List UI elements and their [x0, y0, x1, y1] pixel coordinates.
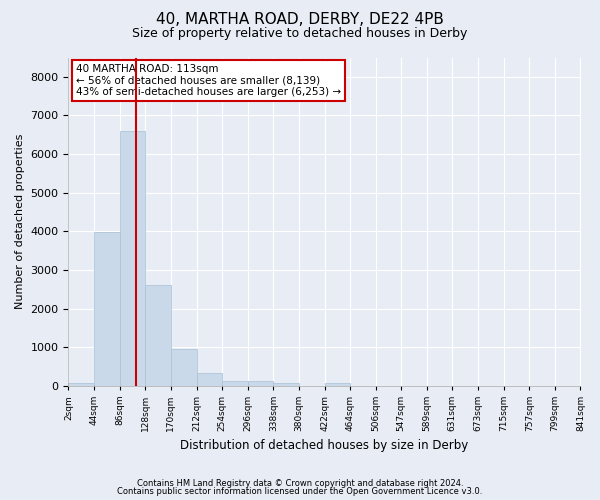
X-axis label: Distribution of detached houses by size in Derby: Distribution of detached houses by size … [181, 440, 469, 452]
Text: Size of property relative to detached houses in Derby: Size of property relative to detached ho… [133, 28, 467, 40]
Text: 40, MARTHA ROAD, DERBY, DE22 4PB: 40, MARTHA ROAD, DERBY, DE22 4PB [156, 12, 444, 28]
Bar [94, 232, 119, 386]
Bar [119, 131, 145, 386]
Bar [222, 380, 248, 386]
Bar [197, 374, 222, 386]
Bar [325, 383, 350, 386]
Y-axis label: Number of detached properties: Number of detached properties [15, 134, 25, 310]
Text: 40 MARTHA ROAD: 113sqm
← 56% of detached houses are smaller (8,139)
43% of semi-: 40 MARTHA ROAD: 113sqm ← 56% of detached… [76, 64, 341, 98]
Bar [68, 383, 94, 386]
Text: Contains public sector information licensed under the Open Government Licence v3: Contains public sector information licen… [118, 487, 482, 496]
Bar [171, 348, 197, 386]
Bar [248, 381, 274, 386]
Bar [145, 284, 171, 386]
Bar [274, 383, 299, 386]
Text: Contains HM Land Registry data © Crown copyright and database right 2024.: Contains HM Land Registry data © Crown c… [137, 478, 463, 488]
